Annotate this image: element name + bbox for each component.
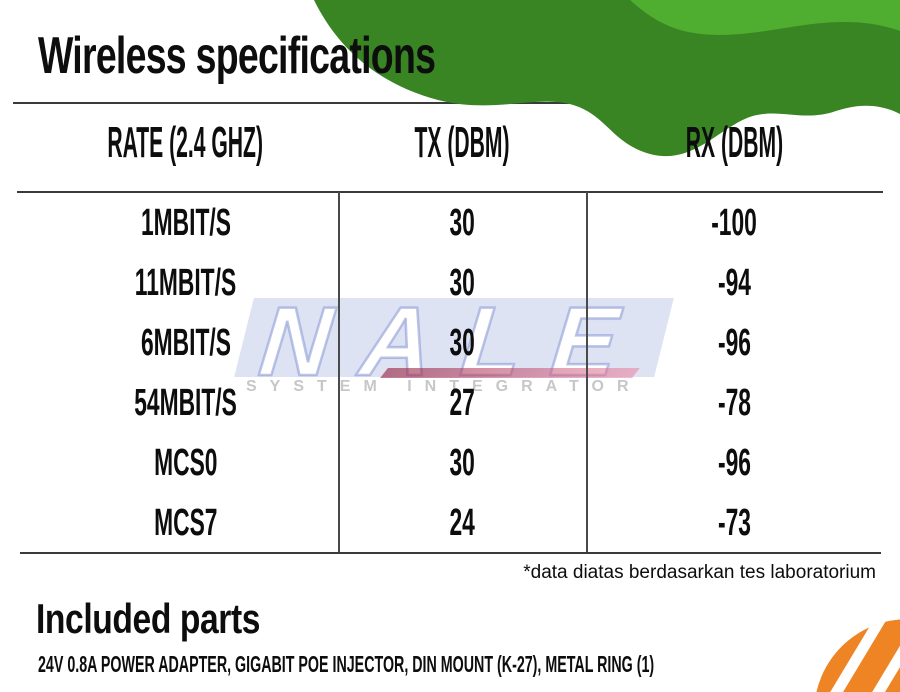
header-rx: RX (DBM) bbox=[685, 118, 784, 167]
table-row: 1MBIT/S 30 -100 bbox=[0, 193, 900, 253]
table-header-row: RATE (2.4 GHZ) TX (DBM) RX (DBM) bbox=[0, 118, 900, 168]
lab-test-note: *data diatas berdasarkan tes laboratoriu… bbox=[523, 562, 876, 583]
green-wave-light-shape bbox=[630, 0, 900, 35]
cell-rate: MCS7 bbox=[153, 501, 218, 544]
title-divider bbox=[13, 102, 882, 104]
cell-rx: -100 bbox=[711, 201, 758, 244]
cell-tx: 30 bbox=[449, 321, 475, 364]
table-top-divider bbox=[17, 191, 883, 193]
cell-tx: 24 bbox=[449, 501, 475, 544]
cell-tx: 30 bbox=[449, 441, 475, 484]
header-rate: RATE (2.4 GHZ) bbox=[107, 118, 264, 167]
cell-rate: 54MBIT/S bbox=[134, 381, 237, 424]
cell-tx: 30 bbox=[449, 201, 475, 244]
included-parts-list: 24V 0.8A POWER ADAPTER, GIGABIT POE INJE… bbox=[38, 651, 655, 677]
cell-rx: -73 bbox=[718, 501, 751, 544]
page-title: Wireless specifications bbox=[38, 30, 590, 82]
table-row: 6MBIT/S 30 -96 bbox=[0, 313, 900, 373]
header-tx: TX (DBM) bbox=[414, 118, 510, 167]
table-row: MCS0 30 -96 bbox=[0, 433, 900, 493]
cell-rx: -96 bbox=[718, 441, 751, 484]
cell-rx: -78 bbox=[718, 381, 751, 424]
table-body: 1MBIT/S 30 -100 11MBIT/S 30 -94 6MBIT/S … bbox=[0, 193, 900, 553]
cell-rate: 6MBIT/S bbox=[140, 321, 231, 364]
table-bottom-divider bbox=[20, 552, 881, 554]
table-row: 54MBIT/S 27 -78 bbox=[0, 373, 900, 433]
table-row: 11MBIT/S 30 -94 bbox=[0, 253, 900, 313]
cell-tx: 30 bbox=[449, 261, 475, 304]
page-title-text: Wireless specifications bbox=[38, 27, 436, 85]
cell-rate: MCS0 bbox=[153, 441, 218, 484]
included-parts-heading: Included parts bbox=[36, 595, 261, 642]
cell-rate: 11MBIT/S bbox=[134, 261, 237, 304]
cell-rx: -96 bbox=[718, 321, 751, 364]
cell-rate: 1MBIT/S bbox=[140, 201, 231, 244]
table-row: MCS7 24 -73 bbox=[0, 493, 900, 553]
cell-tx: 27 bbox=[449, 381, 475, 424]
cell-rx: -94 bbox=[718, 261, 751, 304]
